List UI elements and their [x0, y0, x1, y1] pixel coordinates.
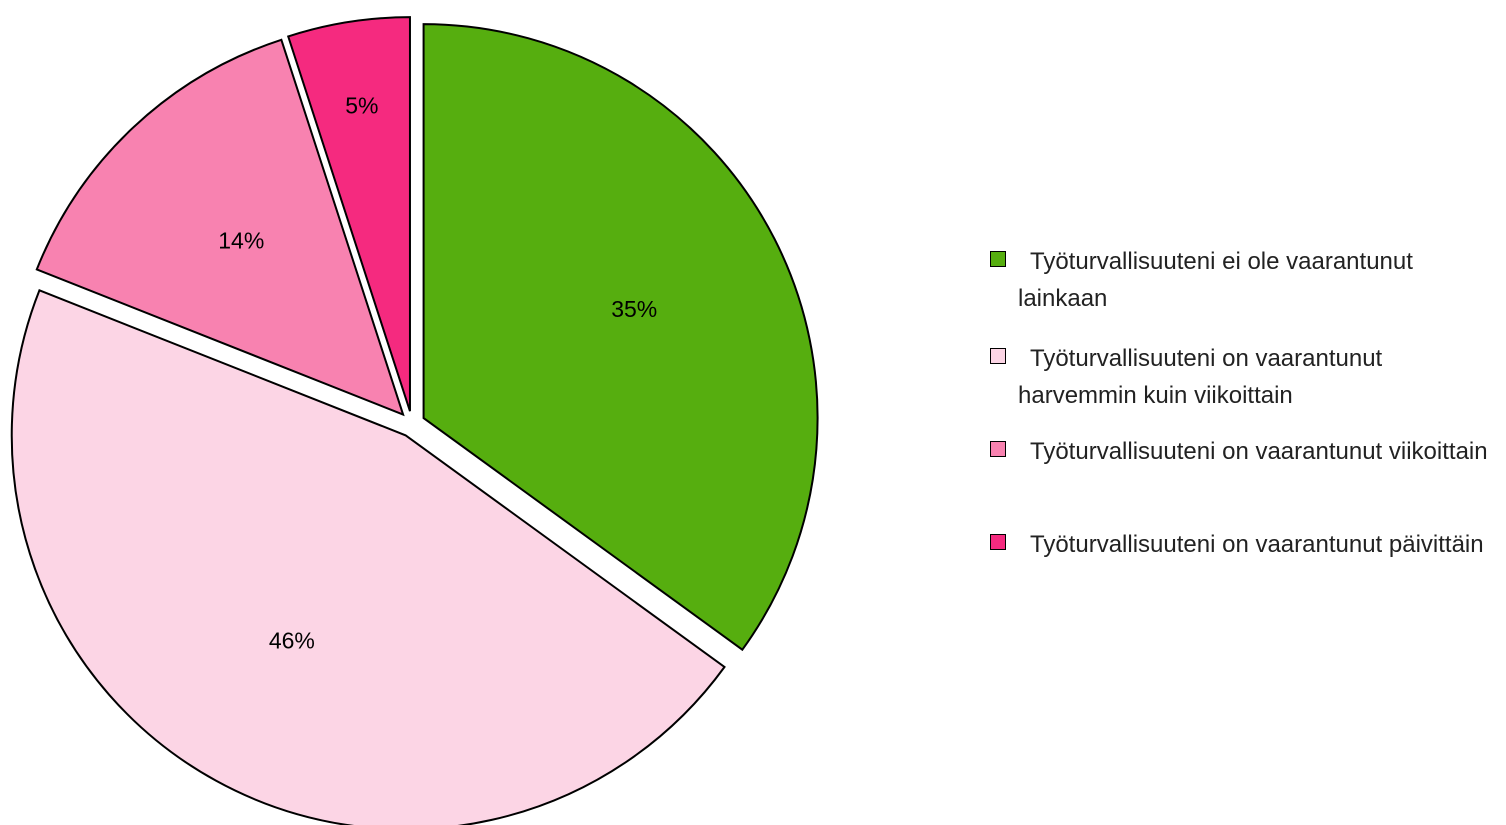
legend-swatch	[990, 348, 1006, 364]
pie-slice	[422, 23, 819, 652]
data-label: 46%	[269, 628, 315, 654]
legend-swatch	[990, 534, 1006, 550]
legend-label: Työturvallisuuteni on vaarantunut viikoi…	[1030, 438, 1488, 465]
legend-item: Työturvallisuuteni on vaarantunut harvem…	[990, 340, 1490, 414]
legend-item: Työturvallisuuteni on vaarantunut päivit…	[990, 526, 1490, 563]
legend-label: Työturvallisuuteni ei ole vaarantunut la…	[1018, 248, 1413, 312]
legend-swatch	[990, 441, 1006, 457]
legend-item: Työturvallisuuteni ei ole vaarantunut la…	[990, 243, 1490, 317]
legend-label: Työturvallisuuteni on vaarantunut harvem…	[1018, 345, 1383, 409]
chart: 35% 46% 14% 5%	[10, 16, 819, 825]
legend-label: Työturvallisuuteni on vaarantunut päivit…	[1030, 531, 1484, 558]
data-label: 14%	[218, 227, 264, 253]
legend-swatch	[990, 251, 1006, 267]
pie-slice	[35, 38, 405, 417]
pie-slice	[10, 289, 726, 825]
data-label: 35%	[611, 296, 657, 322]
pie-slice	[286, 16, 411, 412]
legend-item: Työturvallisuuteni on vaarantunut viikoi…	[990, 433, 1490, 470]
data-label: 5%	[345, 93, 378, 119]
